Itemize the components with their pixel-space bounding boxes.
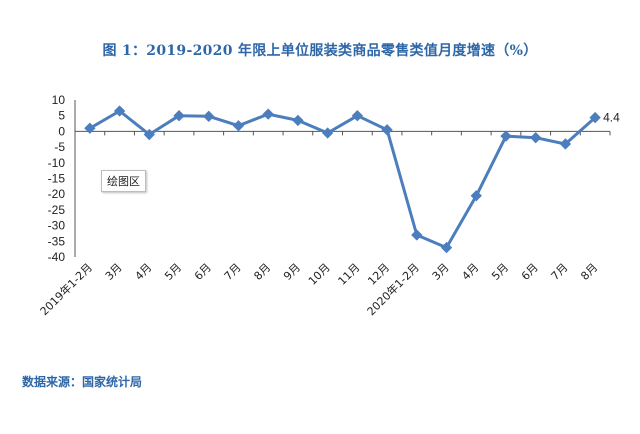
y-tick-label: -40 [48,250,66,264]
data-point [292,114,304,127]
data-label: 4.4 [603,111,620,125]
data-point [262,108,274,120]
data-point [321,127,334,139]
x-tick-label: 6月 [519,261,541,283]
y-tick-label: -25 [48,203,66,217]
y-tick-label: 0 [58,124,65,138]
x-tick-label: 3月 [430,261,452,283]
data-point [530,132,542,144]
y-tick-label: 5 [58,109,65,123]
data-point [500,130,512,142]
x-tick-label: 11月 [336,261,363,288]
y-tick-label: -35 [48,234,66,248]
data-source-note: 数据来源：国家统计局 [22,375,143,389]
data-point [143,128,155,141]
data-point [559,138,572,150]
x-tick-label: 6月 [192,261,214,283]
x-tick-label: 7月 [549,261,571,283]
y-tick-label: -15 [48,172,66,186]
y-tick-label: -20 [48,187,66,201]
x-tick-label: 4月 [133,261,155,283]
y-tick-label: -10 [48,156,66,170]
x-tick-label: 9月 [281,261,303,283]
data-point [470,190,482,202]
data-point [411,229,423,241]
x-tick-label: 7月 [222,261,244,283]
x-tick-label: 12月 [365,261,392,288]
data-point [381,124,393,136]
x-tick-label: 2020年1-2月 [364,260,422,318]
x-tick-label: 3月 [103,261,125,283]
y-tick-label: 10 [52,93,66,107]
x-tick-label: 5月 [489,261,511,283]
data-point [440,241,453,254]
x-tick-label: 8月 [251,261,273,283]
data-point [203,110,215,122]
x-tick-label: 4月 [459,261,481,283]
data-point [232,120,245,132]
y-tick-label: -5 [54,140,65,154]
x-tick-label: 8月 [578,261,600,283]
x-tick-label: 10月 [306,261,333,288]
chart-title: 图 1：2019-2020 年限上单位服装类商品零售类值月度增速（%） [102,43,538,59]
y-tick-label: -30 [48,219,66,233]
x-tick-label: 5月 [162,261,184,283]
x-tick-label: 2019年1-2月 [37,260,95,318]
data-point [84,122,96,134]
plot-area-tooltip: 绘图区 [101,170,146,192]
